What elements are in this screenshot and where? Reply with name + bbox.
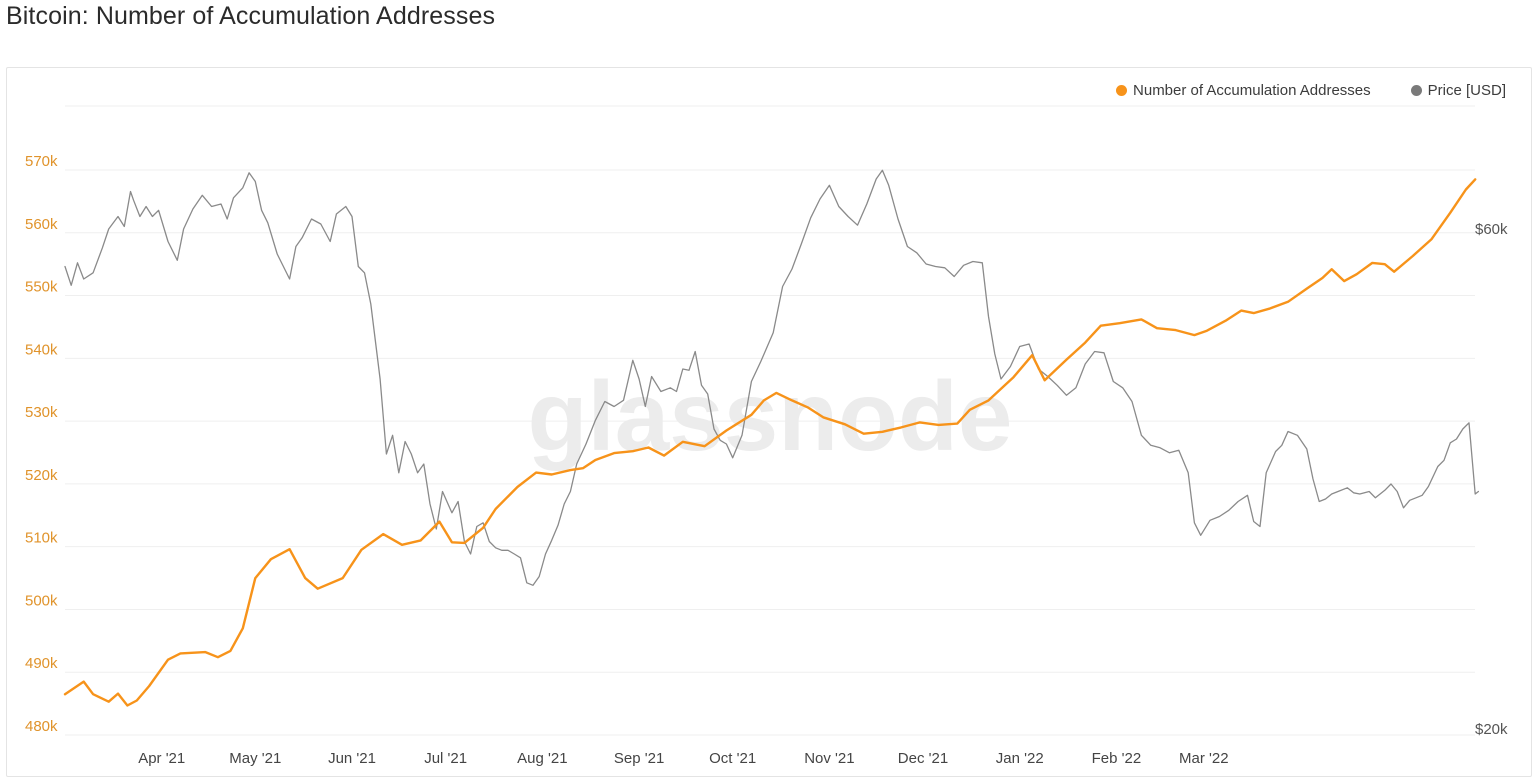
x-tick-label: Jan '22 [996, 750, 1044, 767]
page-title: Bitcoin: Number of Accumulation Addresse… [6, 2, 496, 30]
y-left-tick-label: 570k [25, 153, 58, 170]
legend-label: Number of Accumulation Addresses [1133, 82, 1371, 99]
x-tick-label: Aug '21 [517, 750, 567, 767]
accumulation-addresses-line [63, 178, 1477, 707]
y-left-tick-label: 530k [25, 404, 58, 421]
x-tick-label: Dec '21 [898, 750, 948, 767]
price-line [64, 169, 1480, 586]
y-left-ticks: 480k 490k 500k 510k 520k 530k 540k 550k 560k 570k [25, 153, 58, 735]
y-left-tick-label: 540k [25, 341, 58, 358]
legend-dot-icon [1116, 85, 1128, 96]
x-tick-label: Oct '21 [709, 750, 756, 767]
x-tick-label: Nov '21 [804, 750, 854, 767]
legend-label: Price [USD] [1427, 82, 1506, 99]
y-left-tick-label: 550k [25, 279, 58, 296]
x-tick-label: Feb '22 [1092, 750, 1142, 767]
y-right-tick-label: $20k [1475, 721, 1508, 738]
y-left-tick-label: 490k [25, 655, 58, 672]
chart-frame [6, 67, 1532, 777]
legend: Number of Accumulation Addresses Price [… [1116, 82, 1506, 99]
x-ticks: Apr '21 May '21 Jun '21 Jul '21 Aug '21 Sep '… [138, 750, 1228, 767]
x-tick-label: Sep '21 [614, 750, 664, 767]
y-left-tick-label: 520k [25, 467, 58, 484]
x-tick-label: May '21 [229, 750, 281, 767]
legend-dot-icon [1410, 85, 1422, 96]
watermark: glassnode [528, 361, 1013, 471]
x-tick-label: Apr '21 [138, 750, 185, 767]
x-tick-label: Jul '21 [424, 750, 467, 767]
x-tick-label: Jun '21 [328, 750, 376, 767]
series-layer [63, 169, 1480, 707]
y-left-tick-label: 480k [25, 718, 58, 735]
y-right-ticks: $20k $60k [1475, 221, 1508, 738]
gridlines [65, 105, 1475, 736]
legend-item-accumulation[interactable]: Number of Accumulation Addresses [1116, 82, 1371, 99]
y-left-tick-label: 560k [25, 216, 58, 233]
legend-item-price[interactable]: Price [USD] [1410, 82, 1506, 99]
x-tick-label: Mar '22 [1179, 750, 1229, 767]
y-right-tick-label: $60k [1475, 221, 1508, 238]
y-left-tick-label: 500k [25, 592, 58, 609]
y-left-tick-label: 510k [25, 530, 58, 547]
